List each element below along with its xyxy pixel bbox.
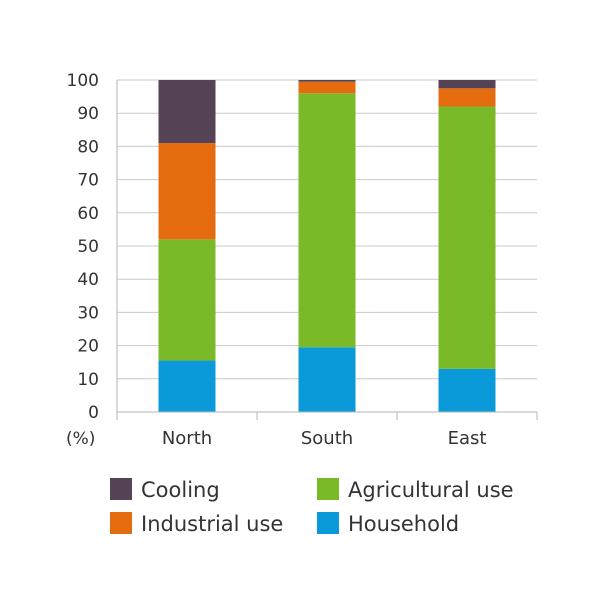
y-tick-label: 90 (77, 104, 99, 124)
y-tick-label: 60 (77, 204, 99, 224)
y-tick-label: 80 (77, 137, 99, 157)
legend-swatch (317, 478, 339, 500)
y-tick-label: 100 (67, 71, 99, 91)
bar-segment (438, 88, 496, 107)
axes (116, 80, 538, 420)
x-tick-label: South (301, 428, 353, 449)
legend-label: Industrial use (141, 512, 283, 536)
bar-segment (298, 347, 356, 412)
bar-segment (298, 80, 356, 82)
y-tick-label: 20 (77, 337, 99, 357)
x-tick-label: East (448, 428, 487, 449)
bar-segment (158, 80, 216, 144)
x-tick-label: North (162, 428, 212, 449)
bar-segment (438, 80, 496, 89)
bars (158, 80, 496, 412)
y-axis-label: (%) (66, 429, 95, 449)
legend-label: Agricultural use (348, 478, 514, 502)
bar-segment (298, 81, 356, 94)
legend: Cooling Agricultural use Industrial use Hou… (110, 478, 514, 536)
bar-segment (158, 239, 216, 361)
y-tick-label: 30 (77, 303, 99, 323)
y-tick-label: 70 (77, 171, 99, 191)
legend-swatch (110, 512, 132, 534)
y-tick-label: 10 (77, 370, 99, 390)
legend-label: Household (348, 512, 459, 536)
bar-segment (438, 368, 496, 412)
y-tick-labels: 0 10 20 30 40 50 60 70 80 90 100 (67, 71, 99, 423)
x-tick-labels: North South East (162, 428, 487, 449)
legend-swatch (110, 478, 132, 500)
bar-segment (298, 93, 356, 348)
legend-swatch (317, 512, 339, 534)
bar-segment (158, 360, 216, 412)
y-tick-label: 50 (77, 237, 99, 257)
bar-segment (438, 106, 496, 369)
y-tick-label: 40 (77, 270, 99, 290)
y-tick-label: 0 (88, 403, 99, 423)
bar-segment (158, 143, 216, 240)
legend-label: Cooling (141, 478, 220, 502)
